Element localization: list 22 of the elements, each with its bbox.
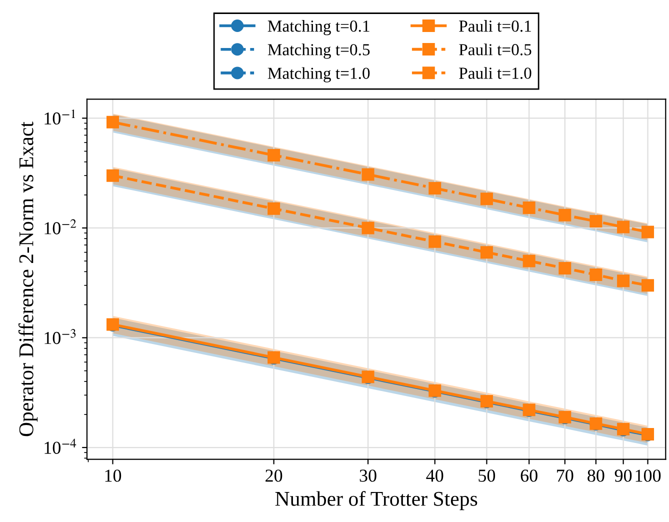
legend-label: Matching t=0.1 bbox=[268, 20, 370, 36]
x-tick-label: 10 bbox=[105, 470, 122, 482]
x-tick-label: 60 bbox=[520, 470, 538, 482]
x-tick-label: 100 bbox=[636, 470, 661, 482]
legend-label: Matching t=0.5 bbox=[268, 44, 370, 59]
x-tick-label: 20 bbox=[266, 470, 282, 482]
x-tick-label: 80 bbox=[588, 470, 604, 482]
y-tick-label: 10$^{−2}$ bbox=[44, 219, 76, 234]
y-tick-label: 10$^{−1}$ bbox=[44, 109, 76, 125]
y-tick-label: 10$^{−4}$ bbox=[44, 438, 76, 454]
x-tick-label: 70 bbox=[557, 470, 574, 482]
legend-label: Pauli t=1.0 bbox=[459, 67, 532, 79]
x-tick-label: 40 bbox=[426, 470, 444, 482]
x-tick-label: 50 bbox=[478, 470, 496, 482]
legend-label: Pauli t=0.1 bbox=[459, 20, 531, 32]
x-tick-label: 30 bbox=[360, 470, 376, 482]
legend-label: Pauli t=0.5 bbox=[459, 44, 532, 56]
x-tick-label: 90 bbox=[614, 470, 632, 482]
x-axis-title: Number of Trotter Steps bbox=[275, 491, 478, 510]
y-tick-label: 10$^{−3}$ bbox=[44, 329, 76, 344]
legend-label: Matching t=1.0 bbox=[268, 67, 370, 82]
y-axis-title: Operator Difference 2-Norm vs Exact bbox=[18, 122, 38, 436]
